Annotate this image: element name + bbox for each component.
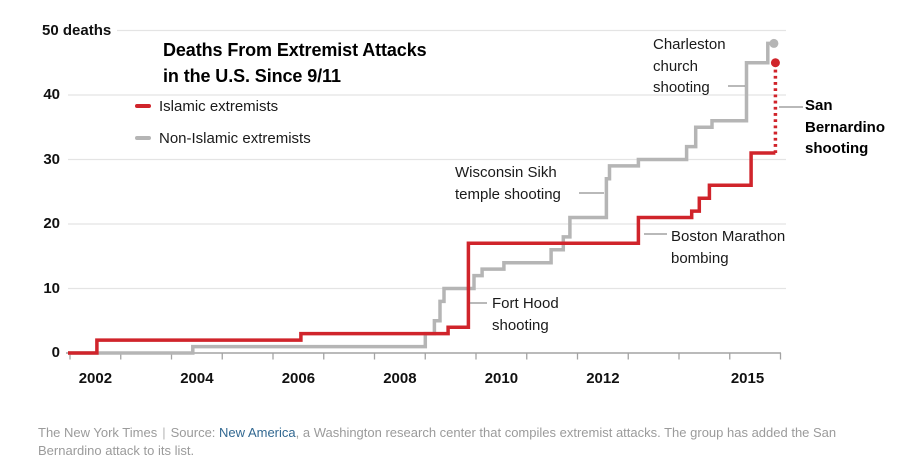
footer-credit: The New York Times | Source: New America, … xyxy=(38,424,888,460)
y-axis-label: 0 xyxy=(51,344,60,361)
footer-line1-rest: , a Washington research center that comp… xyxy=(295,425,837,440)
x-axis-label: 2012 xyxy=(586,370,620,387)
y-axis-label: 50 deaths xyxy=(42,21,112,39)
annotation-text: San xyxy=(805,97,833,114)
annotation-text: Charleston xyxy=(653,36,726,53)
annotation-text: Wisconsin Sikh xyxy=(455,164,557,181)
islamic-extremists-line xyxy=(68,151,776,355)
legend-item-non-islamic: Non-Islamic extremists xyxy=(135,128,311,148)
annotation-text: Fort Hood xyxy=(492,295,559,312)
annotation-text: shooting xyxy=(492,316,549,334)
annotation-text: temple shooting xyxy=(455,185,561,203)
chart-title-line2: in the U.S. Since 9/11 xyxy=(163,66,341,86)
x-axis-label: 2004 xyxy=(180,370,214,387)
x-axis-label: 2006 xyxy=(281,370,316,387)
islamic-extremists-endpoint-dot xyxy=(770,58,780,68)
annotation-text: church xyxy=(653,57,699,75)
legend-item-islamic: Islamic extremists xyxy=(135,96,278,116)
non-islamic-extremists-endpoint-dot xyxy=(769,38,779,48)
islamic-series-swatch xyxy=(135,104,151,108)
x-axis-label: 2008 xyxy=(383,370,417,387)
x-axis-label: 2002 xyxy=(78,370,113,387)
footer-brand: The New York Times xyxy=(38,425,158,440)
annotation-boston-marathon-bombing: Boston Marathon bombing xyxy=(671,226,785,269)
y-axis-label: 40 xyxy=(43,86,60,103)
chart-canvas xyxy=(66,29,803,360)
footer-source-label: Source: xyxy=(170,425,216,440)
legend-label-islamic: Islamic extremists xyxy=(159,97,279,115)
y-axis-label: 10 xyxy=(43,279,60,297)
annotation-text: shooting xyxy=(653,79,710,96)
footer-separator: | xyxy=(162,425,166,440)
annotation-text: bombing xyxy=(671,249,729,267)
annotation-charleston-church-shooting: Charleston church shooting xyxy=(653,34,726,99)
chart-title-line1: Deaths From Extremist Attacks xyxy=(163,40,427,60)
annotation-text: shooting xyxy=(805,140,869,157)
footer-line2: Bernardino attack to its list. xyxy=(38,443,195,458)
y-axis-label: 20 xyxy=(43,215,60,232)
annotation-fort-hood-shooting: Fort Hood shooting xyxy=(492,293,559,336)
source-link[interactable]: New America xyxy=(219,425,296,440)
annotation-wisconsin-sikh-temple-shooting: Wisconsin Sikh temple shooting xyxy=(455,162,561,205)
chart-title: Deaths From Extremist Attacks in the U.S… xyxy=(163,37,427,89)
annotation-san-bernardino-shooting: San Bernardino shooting xyxy=(805,95,885,160)
y-axis-label: 30 xyxy=(43,150,60,168)
annotation-text: Bernardino xyxy=(805,118,886,136)
annotation-text: Boston Marathon xyxy=(671,228,786,245)
x-axis-label: 2010 xyxy=(484,370,519,387)
x-axis-label: 2015 xyxy=(730,370,765,387)
legend-label-non-islamic: Non-Islamic extremists xyxy=(159,129,311,147)
non-islamic-series-swatch xyxy=(135,136,151,140)
